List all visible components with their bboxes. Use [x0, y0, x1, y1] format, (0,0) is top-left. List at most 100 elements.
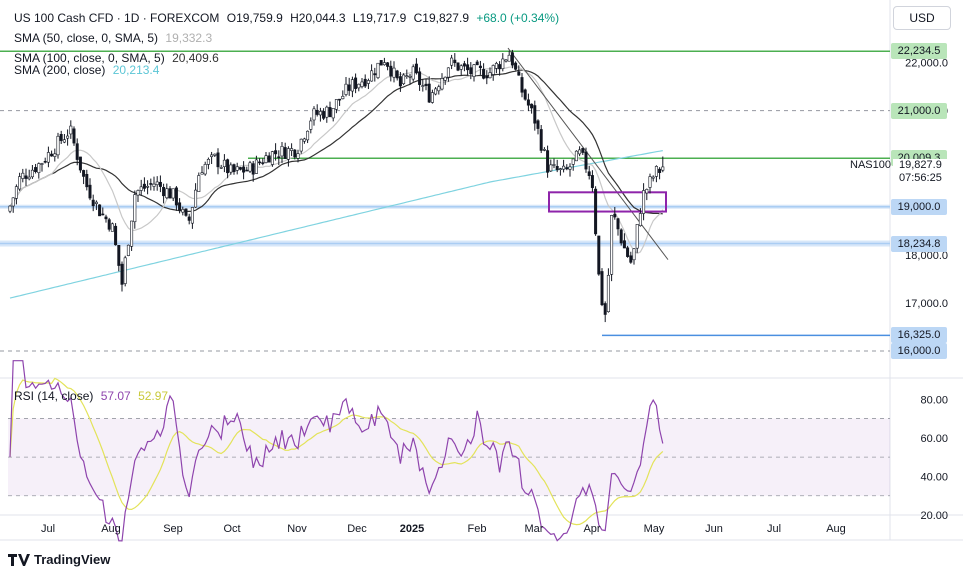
close-label: C [413, 11, 423, 25]
candle-body-187 [606, 275, 610, 313]
candle-body-63 [210, 154, 214, 158]
candle-body-46 [155, 181, 159, 186]
open-label: O [226, 11, 237, 25]
candle-body-39 [133, 194, 137, 223]
candle-body-4 [21, 172, 25, 179]
candle-body-68 [226, 159, 230, 174]
candle-body-150 [488, 72, 492, 79]
candle-body-119 [389, 65, 393, 77]
candle-body-31 [107, 219, 111, 230]
candle-body-131 [427, 83, 431, 103]
candle-body-3 [18, 176, 22, 190]
candle-body-142 [462, 63, 466, 67]
price-tick-3: 18,000.0 [905, 250, 948, 262]
candle-body-54 [181, 209, 185, 213]
candle-body-76 [251, 163, 255, 175]
candle-body-43 [146, 185, 150, 188]
time-label-7: Feb [468, 523, 487, 535]
candle-body-155 [504, 59, 508, 62]
candle-body-92 [302, 138, 306, 142]
candle-body-201 [651, 176, 655, 179]
candle-body-203 [658, 168, 662, 173]
candle-body-94 [309, 120, 313, 130]
candle-body-42 [142, 183, 146, 189]
price-tag-163250[interactable]: 16,325.0 [891, 327, 947, 344]
bar-countdown: 07:56:25 [899, 171, 942, 184]
candle-body-186 [603, 303, 607, 315]
candle-body-118 [386, 62, 390, 67]
candle-body-59 [197, 175, 201, 192]
candle-body-143 [466, 64, 470, 71]
rsi-tick-1: 60.00 [920, 433, 948, 445]
candle-body-30 [104, 216, 108, 220]
candle-body-108 [354, 77, 358, 89]
candle-body-106 [347, 84, 351, 91]
candle-body-35 [120, 263, 124, 285]
candle-body-111 [363, 78, 367, 87]
sma200-legend[interactable]: SMA (200, close) 20,213.4 [14, 62, 163, 78]
open-value: 19,759.9 [236, 11, 283, 25]
price-tick-1: 22,000.0 [905, 58, 948, 70]
candle-body-57 [190, 207, 194, 224]
sma50-line [9, 65, 664, 255]
rsi-legend[interactable]: RSI (14, close) 57.07 52.97 [14, 388, 172, 404]
candle-body-109 [357, 83, 361, 89]
candle-body-114 [373, 73, 377, 76]
candle-body-147 [478, 65, 482, 69]
currency-button[interactable]: USD [893, 6, 951, 30]
time-label-4: Nov [287, 523, 307, 535]
candle-body-104 [341, 95, 345, 100]
candle-body-204 [661, 166, 665, 171]
time-label-9: Apr [583, 523, 600, 535]
candle-body-100 [328, 107, 332, 117]
candle-body-178 [578, 149, 582, 155]
sma100-legend[interactable]: SMA (100, close, 0, SMA, 5) 20,409.6 [14, 50, 223, 66]
candle-body-129 [421, 85, 425, 87]
candle-body-44 [149, 183, 153, 185]
candle-body-36 [123, 257, 127, 284]
candle-body-90 [296, 153, 300, 159]
candle-body-121 [395, 70, 399, 79]
price-tag-182348[interactable]: 18,234.8 [891, 235, 947, 252]
candle-body-7 [30, 169, 34, 178]
sma200-line [9, 150, 663, 299]
time-label-1: Aug [101, 523, 121, 535]
candle-body-135 [440, 78, 444, 90]
candle-body-169 [549, 164, 553, 172]
candle-body-138 [450, 57, 454, 66]
tradingview-logo[interactable]: TradingView [8, 552, 110, 567]
candle-body-183 [594, 188, 598, 235]
candle-body-179 [581, 148, 585, 153]
candle-body-160 [520, 77, 524, 93]
candle-body-120 [392, 67, 396, 78]
candle-body-8 [34, 167, 38, 173]
tradingview-icon [8, 553, 30, 566]
sma50-legend[interactable]: SMA (50, close, 0, SMA, 5) 19,332.3 [14, 30, 216, 46]
candle-body-65 [216, 152, 220, 168]
price-tick-4: 17,000.0 [905, 298, 948, 310]
sma100-label: SMA (100, close, 0, SMA, 5) [14, 51, 165, 65]
candle-body-126 [411, 66, 415, 80]
candle-body-11 [43, 160, 47, 163]
candle-body-193 [626, 247, 630, 257]
candle-body-73 [242, 166, 246, 173]
price-tag-210000[interactable]: 21,000.0 [891, 102, 947, 119]
sma50-value: 19,332.3 [165, 31, 213, 45]
last-price-tag[interactable]: 19,827.9 07:56:25 [893, 158, 955, 185]
candle-body-86 [283, 147, 287, 159]
candle-body-188 [610, 215, 614, 275]
candle-body-164 [533, 105, 537, 124]
candle-body-128 [418, 71, 422, 85]
candle-body-13 [50, 153, 54, 157]
candle-body-185 [600, 271, 604, 306]
candle-body-103 [338, 98, 342, 101]
candle-body-20 [72, 128, 76, 144]
candle-body-159 [517, 71, 521, 76]
price-tag-222345[interactable]: 22,234.5 [891, 43, 947, 60]
candle-body-41 [139, 186, 143, 191]
price-tag-190000[interactable]: 19,000.0 [891, 198, 947, 215]
candle-body-47 [158, 181, 162, 187]
price-tag-160000[interactable]: 16,000.0 [891, 342, 947, 359]
candle-body-10 [40, 163, 44, 165]
